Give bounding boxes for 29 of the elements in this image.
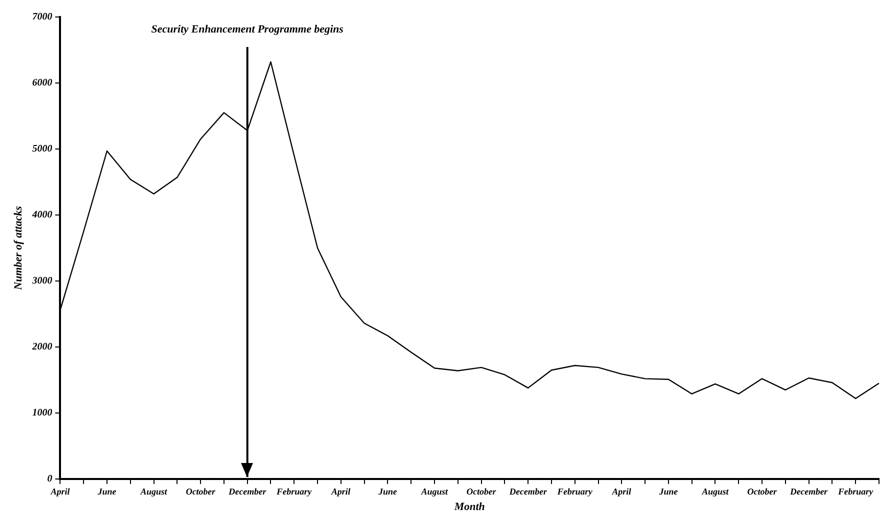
x-tick-label: December	[228, 486, 267, 497]
x-tick-label: April	[611, 486, 632, 497]
x-axis-title: Month	[453, 501, 485, 514]
y-tick-label: 3000	[31, 276, 52, 287]
y-tick-label: 0	[47, 474, 52, 485]
x-tick-label: October	[747, 486, 778, 497]
x-tick-label: April	[50, 486, 70, 497]
y-tick-label: 6000	[32, 78, 52, 89]
x-tick-label: December	[508, 486, 548, 497]
x-tick-label: October	[186, 486, 216, 497]
x-tick-label: February	[837, 486, 874, 497]
y-tick-label: 4000	[31, 210, 52, 221]
x-tick-label: April	[330, 486, 351, 497]
x-tick-label: December	[789, 486, 828, 497]
x-tick-label: February	[276, 486, 313, 497]
x-tick-label: June	[377, 486, 397, 497]
x-tick-label: August	[140, 486, 168, 497]
y-tick-label: 1000	[32, 408, 52, 419]
x-tick-label: August	[700, 486, 729, 497]
x-tick-label: August	[420, 486, 448, 497]
y-axis-title: Number of attacks	[12, 206, 24, 291]
y-tick-label: 7000	[32, 12, 52, 23]
y-tick-label: 2000	[31, 342, 52, 353]
y-tick-label: 5000	[32, 144, 52, 155]
ref-line-label: Security Enhancement Programme begins	[151, 23, 344, 36]
x-tick-label: February	[556, 486, 594, 497]
x-tick-label: October	[466, 486, 497, 497]
x-tick-label: June	[96, 486, 116, 497]
x-tick-label: June	[658, 486, 678, 497]
